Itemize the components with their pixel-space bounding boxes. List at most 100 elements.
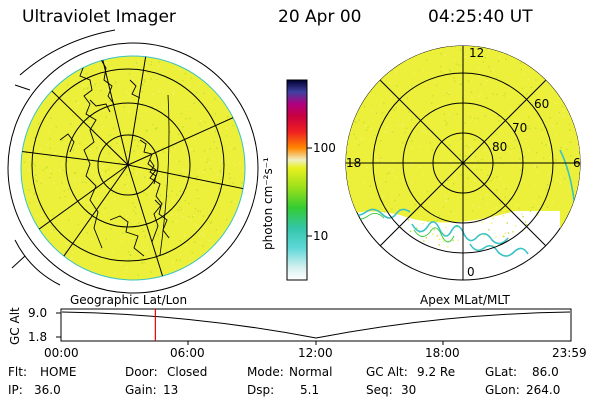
noise-speck (163, 107, 165, 109)
noise-speck (515, 119, 517, 121)
noise-speck (179, 173, 182, 175)
noise-speck (193, 214, 195, 217)
noise-speck (441, 237, 443, 240)
noise-speck (566, 148, 568, 151)
noise-speck (107, 168, 110, 171)
noise-speck (519, 56, 521, 58)
noise-speck (228, 173, 230, 175)
noise-speck (102, 110, 104, 112)
noise-speck (74, 179, 76, 181)
uv-image-disk (20, 55, 246, 281)
noise-speck (154, 185, 157, 187)
door-value: Closed (167, 365, 208, 379)
noise-speck (471, 210, 474, 212)
noise-speck (78, 238, 80, 240)
noise-speck (146, 111, 148, 113)
noise-speck (227, 160, 230, 162)
noise-speck (395, 73, 398, 75)
noise-speck (72, 149, 74, 151)
noise-speck (533, 200, 535, 202)
noise-speck (199, 159, 201, 161)
noise-speck (416, 227, 418, 229)
noise-speck (113, 218, 115, 220)
noise-speck (499, 202, 501, 204)
noise-speck (89, 102, 91, 105)
noise-speck (204, 121, 206, 123)
noise-speck (93, 207, 95, 209)
noise-speck (440, 53, 442, 55)
noise-speck (66, 84, 69, 86)
noise-speck (449, 160, 451, 162)
noise-speck (526, 93, 528, 95)
noise-speck (354, 121, 357, 123)
noise-speck (383, 131, 386, 133)
noise-speck (379, 105, 381, 107)
noise-speck (101, 248, 103, 250)
noise-speck (184, 155, 187, 158)
mlt-label-0: 0 (467, 265, 475, 279)
noise-speck (46, 166, 48, 168)
noise-speck (156, 127, 158, 129)
noise-speck (369, 185, 372, 187)
noise-speck (40, 214, 43, 216)
noise-speck (391, 193, 393, 195)
noise-speck (104, 179, 107, 181)
noise-speck (514, 122, 516, 124)
noise-speck (471, 204, 474, 207)
noise-speck (32, 163, 35, 165)
noise-speck (234, 164, 236, 167)
noise-speck (28, 195, 30, 198)
noise-speck (444, 54, 446, 56)
noise-speck (54, 226, 57, 228)
noise-speck (72, 114, 74, 117)
noise-speck (89, 222, 91, 225)
noise-speck (193, 102, 195, 105)
noise-speck (414, 204, 416, 206)
noise-speck (429, 133, 432, 136)
noise-speck (474, 105, 477, 107)
noise-speck (66, 207, 68, 209)
noise-speck (112, 97, 115, 99)
glon-label: GLon: (485, 383, 520, 397)
noise-speck (81, 73, 83, 75)
noise-speck (391, 133, 393, 135)
noise-speck (164, 202, 166, 204)
noise-speck (234, 201, 236, 203)
noise-speck (446, 122, 448, 124)
noise-speck (51, 230, 53, 232)
noise-speck (98, 147, 101, 149)
noise-speck (492, 177, 495, 180)
noise-speck (158, 61, 160, 63)
noise-speck (156, 78, 158, 80)
noise-speck (87, 119, 89, 121)
noise-speck (459, 49, 462, 51)
noise-speck (492, 143, 494, 145)
noise-speck (461, 97, 463, 99)
noise-speck (197, 197, 200, 200)
noise-speck (202, 245, 204, 247)
noise-speck (86, 73, 88, 75)
noise-speck (508, 186, 510, 189)
noise-speck (208, 239, 211, 241)
noise-speck (122, 232, 124, 234)
noise-speck (171, 214, 173, 216)
noise-speck (438, 244, 440, 246)
noise-speck (101, 172, 103, 174)
noise-speck (474, 179, 476, 181)
noise-speck (473, 166, 476, 168)
noise-speck (375, 158, 378, 161)
noise-speck (381, 76, 383, 78)
noise-speck (173, 146, 176, 148)
noise-speck (133, 70, 135, 73)
noise-speck (227, 115, 229, 118)
noise-speck (214, 98, 216, 100)
noise-speck (181, 216, 184, 218)
noise-speck (465, 155, 467, 157)
noise-speck (212, 130, 214, 133)
noise-speck (448, 92, 450, 94)
noise-speck (569, 141, 572, 143)
noise-speck (455, 63, 458, 65)
noise-speck (470, 151, 472, 154)
noise-speck (51, 116, 53, 118)
noise-speck (189, 117, 191, 120)
